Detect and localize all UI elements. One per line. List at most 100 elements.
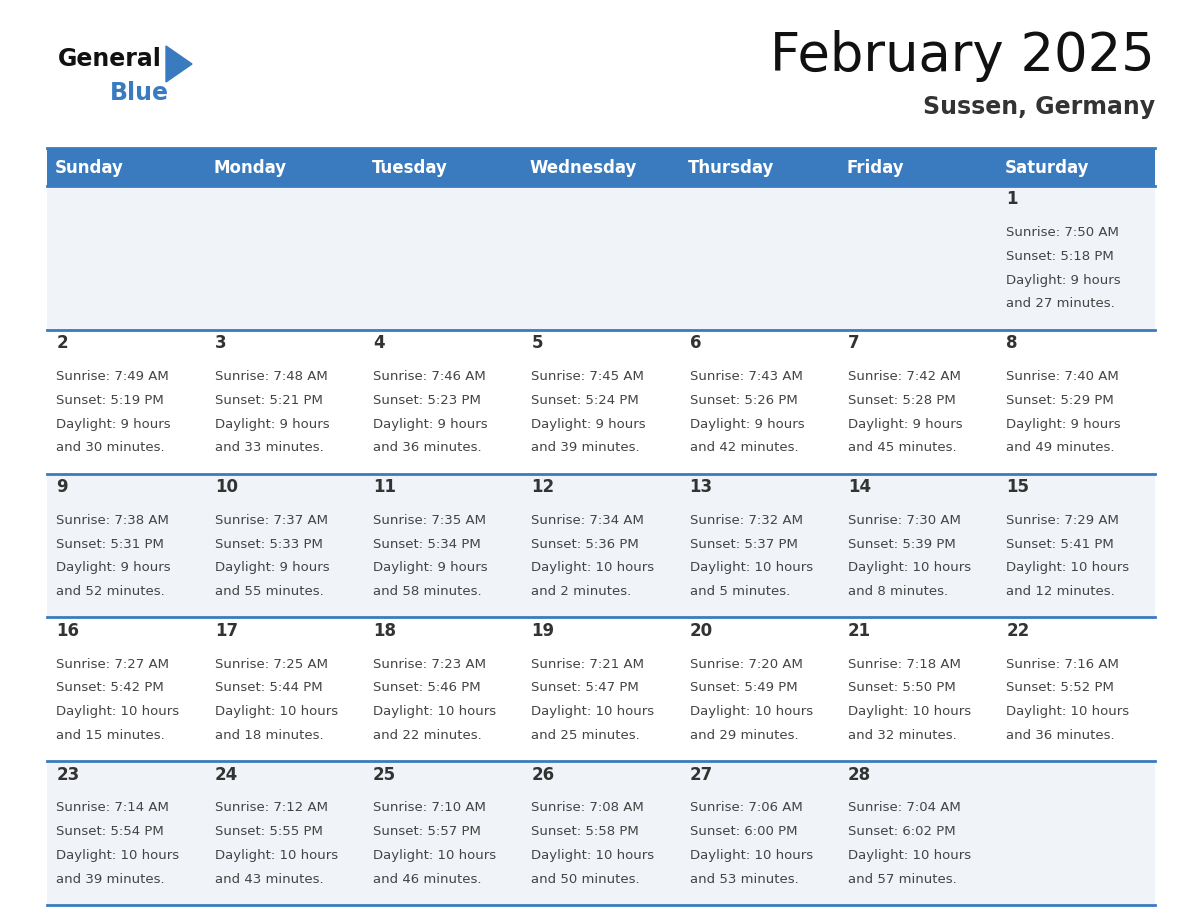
- Text: 18: 18: [373, 621, 396, 640]
- Text: Sunset: 5:57 PM: Sunset: 5:57 PM: [373, 825, 481, 838]
- Bar: [48, 761, 206, 905]
- Text: Daylight: 10 hours: Daylight: 10 hours: [373, 705, 497, 718]
- Text: Sunset: 5:31 PM: Sunset: 5:31 PM: [57, 538, 164, 551]
- Text: Sunset: 5:54 PM: Sunset: 5:54 PM: [57, 825, 164, 838]
- Text: and 25 minutes.: and 25 minutes.: [531, 729, 640, 742]
- Text: Sunrise: 7:20 AM: Sunrise: 7:20 AM: [690, 657, 803, 671]
- Bar: [522, 474, 681, 618]
- Bar: [48, 186, 206, 330]
- Text: 14: 14: [848, 478, 871, 496]
- Text: and 2 minutes.: and 2 minutes.: [531, 585, 632, 598]
- Bar: [997, 618, 1155, 761]
- Text: Daylight: 9 hours: Daylight: 9 hours: [373, 561, 488, 575]
- Text: Sunset: 5:46 PM: Sunset: 5:46 PM: [373, 681, 481, 694]
- Bar: [206, 618, 364, 761]
- Bar: [681, 330, 839, 474]
- Text: 7: 7: [848, 334, 860, 353]
- Text: Sunset: 5:24 PM: Sunset: 5:24 PM: [531, 394, 639, 407]
- Text: Daylight: 9 hours: Daylight: 9 hours: [690, 418, 804, 431]
- Text: Sunrise: 7:43 AM: Sunrise: 7:43 AM: [690, 370, 803, 383]
- Text: and 58 minutes.: and 58 minutes.: [373, 585, 481, 598]
- Text: Daylight: 10 hours: Daylight: 10 hours: [57, 705, 179, 718]
- Text: Wednesday: Wednesday: [530, 159, 637, 177]
- Polygon shape: [166, 46, 192, 82]
- Text: Daylight: 10 hours: Daylight: 10 hours: [848, 705, 971, 718]
- Text: Daylight: 10 hours: Daylight: 10 hours: [215, 849, 337, 862]
- Text: 3: 3: [215, 334, 227, 353]
- Text: 15: 15: [1006, 478, 1029, 496]
- Text: 12: 12: [531, 478, 555, 496]
- Text: Sunrise: 7:10 AM: Sunrise: 7:10 AM: [373, 801, 486, 814]
- Text: 11: 11: [373, 478, 396, 496]
- Text: 16: 16: [57, 621, 80, 640]
- Text: Sunset: 5:19 PM: Sunset: 5:19 PM: [57, 394, 164, 407]
- Text: Sunrise: 7:49 AM: Sunrise: 7:49 AM: [57, 370, 169, 383]
- Text: Sunset: 5:47 PM: Sunset: 5:47 PM: [531, 681, 639, 694]
- Text: Tuesday: Tuesday: [372, 159, 448, 177]
- Text: Sunset: 5:42 PM: Sunset: 5:42 PM: [57, 681, 164, 694]
- Text: 26: 26: [531, 766, 555, 784]
- Text: Daylight: 9 hours: Daylight: 9 hours: [57, 418, 171, 431]
- Text: 24: 24: [215, 766, 238, 784]
- Text: Sunrise: 7:40 AM: Sunrise: 7:40 AM: [1006, 370, 1119, 383]
- Text: Sunrise: 7:42 AM: Sunrise: 7:42 AM: [848, 370, 961, 383]
- Bar: [522, 148, 681, 186]
- Text: Daylight: 10 hours: Daylight: 10 hours: [57, 849, 179, 862]
- Text: Daylight: 10 hours: Daylight: 10 hours: [531, 561, 655, 575]
- Text: Sunset: 5:18 PM: Sunset: 5:18 PM: [1006, 250, 1114, 263]
- Text: 25: 25: [373, 766, 396, 784]
- Text: and 33 minutes.: and 33 minutes.: [215, 442, 323, 454]
- Text: and 39 minutes.: and 39 minutes.: [57, 873, 165, 886]
- Text: Daylight: 9 hours: Daylight: 9 hours: [373, 418, 488, 431]
- Text: and 57 minutes.: and 57 minutes.: [848, 873, 956, 886]
- Bar: [206, 148, 364, 186]
- Bar: [839, 618, 997, 761]
- Text: and 36 minutes.: and 36 minutes.: [1006, 729, 1114, 742]
- Text: Sunrise: 7:46 AM: Sunrise: 7:46 AM: [373, 370, 486, 383]
- Text: Saturday: Saturday: [1005, 159, 1089, 177]
- Text: Monday: Monday: [213, 159, 286, 177]
- Text: 1: 1: [1006, 190, 1018, 208]
- Text: and 55 minutes.: and 55 minutes.: [215, 585, 323, 598]
- Text: Sunrise: 7:38 AM: Sunrise: 7:38 AM: [57, 514, 170, 527]
- Text: Sunrise: 7:34 AM: Sunrise: 7:34 AM: [531, 514, 644, 527]
- Text: and 5 minutes.: and 5 minutes.: [690, 585, 790, 598]
- Text: and 49 minutes.: and 49 minutes.: [1006, 442, 1114, 454]
- Bar: [839, 148, 997, 186]
- Text: Daylight: 10 hours: Daylight: 10 hours: [690, 705, 813, 718]
- Bar: [48, 148, 206, 186]
- Text: Sunset: 5:23 PM: Sunset: 5:23 PM: [373, 394, 481, 407]
- Text: Sunset: 5:55 PM: Sunset: 5:55 PM: [215, 825, 323, 838]
- Text: 28: 28: [848, 766, 871, 784]
- Text: Daylight: 10 hours: Daylight: 10 hours: [215, 705, 337, 718]
- Text: Thursday: Thursday: [688, 159, 775, 177]
- Bar: [364, 186, 522, 330]
- Text: Sunset: 5:52 PM: Sunset: 5:52 PM: [1006, 681, 1114, 694]
- Text: February 2025: February 2025: [770, 30, 1155, 82]
- Bar: [206, 474, 364, 618]
- Text: Daylight: 9 hours: Daylight: 9 hours: [531, 418, 646, 431]
- Text: 21: 21: [848, 621, 871, 640]
- Text: Daylight: 9 hours: Daylight: 9 hours: [1006, 274, 1120, 286]
- Text: Sunrise: 7:14 AM: Sunrise: 7:14 AM: [57, 801, 170, 814]
- Text: and 15 minutes.: and 15 minutes.: [57, 729, 165, 742]
- Text: 2: 2: [57, 334, 68, 353]
- Text: Sunset: 6:02 PM: Sunset: 6:02 PM: [848, 825, 955, 838]
- Text: Sunset: 5:36 PM: Sunset: 5:36 PM: [531, 538, 639, 551]
- Text: and 46 minutes.: and 46 minutes.: [373, 873, 481, 886]
- Bar: [839, 186, 997, 330]
- Text: Sunrise: 7:21 AM: Sunrise: 7:21 AM: [531, 657, 644, 671]
- Bar: [681, 618, 839, 761]
- Text: Sunrise: 7:29 AM: Sunrise: 7:29 AM: [1006, 514, 1119, 527]
- Bar: [522, 330, 681, 474]
- Text: Sunset: 5:21 PM: Sunset: 5:21 PM: [215, 394, 323, 407]
- Bar: [997, 148, 1155, 186]
- Bar: [364, 148, 522, 186]
- Text: Daylight: 10 hours: Daylight: 10 hours: [373, 849, 497, 862]
- Text: Sunrise: 7:04 AM: Sunrise: 7:04 AM: [848, 801, 961, 814]
- Text: and 43 minutes.: and 43 minutes.: [215, 873, 323, 886]
- Text: Blue: Blue: [110, 81, 169, 105]
- Text: Daylight: 9 hours: Daylight: 9 hours: [215, 561, 329, 575]
- Bar: [48, 618, 206, 761]
- Text: Sunset: 5:33 PM: Sunset: 5:33 PM: [215, 538, 323, 551]
